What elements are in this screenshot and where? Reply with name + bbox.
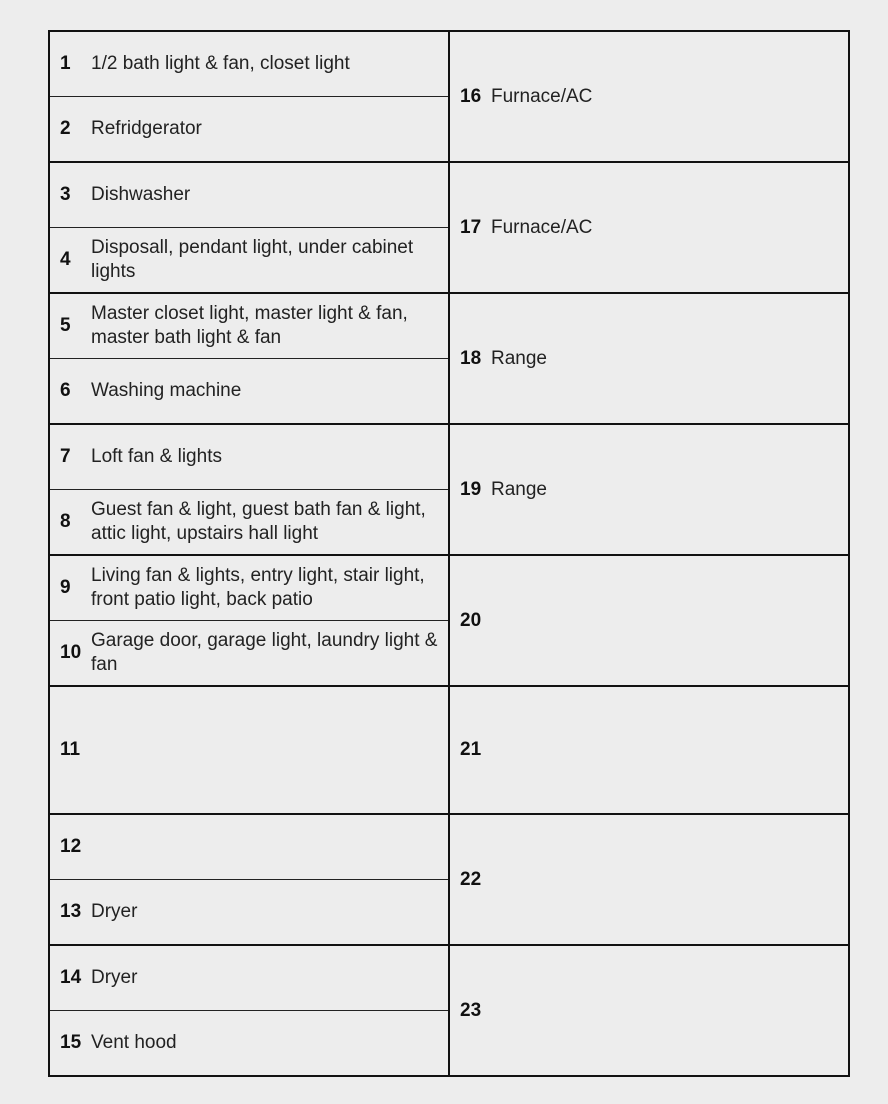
breaker-number: 2 (50, 97, 91, 161)
breaker-number: 21 (450, 687, 491, 813)
table-row: 5 Master closet light, master light & fa… (49, 293, 849, 359)
breaker-label (491, 979, 848, 1043)
breaker-number: 23 (450, 979, 491, 1043)
breaker-number: 8 (50, 490, 91, 554)
breaker-label: Master closet light, master light & fan,… (91, 294, 448, 358)
breaker-number: 14 (50, 946, 91, 1010)
breaker-number: 6 (50, 359, 91, 423)
breaker-label: Loft fan & lights (91, 425, 448, 489)
table-row: 14 Dryer 23 (49, 945, 849, 1011)
breaker-label: Furnace/AC (491, 65, 848, 129)
breaker-number: 17 (450, 196, 491, 260)
breaker-label: Vent hood (91, 1011, 448, 1075)
breaker-number: 1 (50, 32, 91, 96)
breaker-label: Living fan & lights, entry light, stair … (91, 556, 448, 620)
breaker-number: 4 (50, 228, 91, 292)
breaker-label (491, 589, 848, 653)
breaker-number: 20 (450, 589, 491, 653)
breaker-number: 16 (450, 65, 491, 129)
breaker-number: 18 (450, 327, 491, 391)
breaker-label: Refridgerator (91, 97, 448, 161)
breaker-number: 9 (50, 556, 91, 620)
breaker-label: Furnace/AC (491, 196, 848, 260)
breaker-number: 5 (50, 294, 91, 358)
breaker-label: Dryer (91, 946, 448, 1010)
breaker-label (491, 848, 848, 912)
breaker-label: Guest fan & light, guest bath fan & ligh… (91, 490, 448, 554)
breaker-label: Range (491, 458, 848, 522)
breaker-number: 11 (50, 687, 91, 813)
breaker-label: Dishwasher (91, 163, 448, 227)
breaker-number: 19 (450, 458, 491, 522)
breaker-number: 15 (50, 1011, 91, 1075)
breaker-label: Range (491, 327, 848, 391)
breaker-number: 13 (50, 880, 91, 944)
breaker-label: Dryer (91, 880, 448, 944)
table-row: 11 21 (49, 686, 849, 814)
breaker-label: Washing machine (91, 359, 448, 423)
table-row: 3 Dishwasher 17 Furnace/AC (49, 162, 849, 228)
breaker-number: 10 (50, 621, 91, 685)
breaker-number: 3 (50, 163, 91, 227)
breaker-number: 7 (50, 425, 91, 489)
breaker-label (91, 687, 448, 813)
table-row: 7 Loft fan & lights 19 Range (49, 424, 849, 490)
breaker-label: 1/2 bath light & fan, closet light (91, 32, 448, 96)
breaker-label (491, 687, 848, 813)
breaker-number: 22 (450, 848, 491, 912)
table-row: 12 22 (49, 814, 849, 880)
breaker-panel-label-sheet: 1 1/2 bath light & fan, closet light 16 … (0, 0, 888, 1104)
breaker-label: Garage door, garage light, laundry light… (91, 621, 448, 685)
breaker-panel-table: 1 1/2 bath light & fan, closet light 16 … (48, 30, 850, 1077)
table-row: 1 1/2 bath light & fan, closet light 16 … (49, 31, 849, 97)
breaker-number: 12 (50, 815, 91, 879)
breaker-label (91, 815, 448, 879)
breaker-label: Disposall, pendant light, under cabinet … (91, 228, 448, 292)
table-row: 9 Living fan & lights, entry light, stai… (49, 555, 849, 621)
